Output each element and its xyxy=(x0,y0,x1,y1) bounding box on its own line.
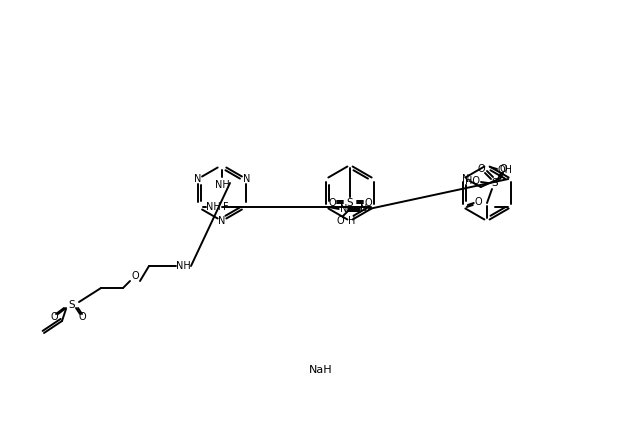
Text: HO: HO xyxy=(465,176,480,186)
Text: O: O xyxy=(364,198,372,208)
Text: O: O xyxy=(328,198,336,208)
Text: NH: NH xyxy=(206,202,221,212)
Text: NH: NH xyxy=(176,261,191,271)
Text: N: N xyxy=(218,216,226,226)
Text: NH: NH xyxy=(214,180,229,190)
Text: O: O xyxy=(499,164,507,174)
Text: H: H xyxy=(349,216,356,226)
Text: S: S xyxy=(492,178,498,188)
Text: N: N xyxy=(462,174,469,184)
Text: O: O xyxy=(50,312,58,322)
Text: O: O xyxy=(477,164,485,174)
Text: N: N xyxy=(340,204,347,214)
Text: O: O xyxy=(475,197,483,207)
Text: S: S xyxy=(69,300,75,310)
Text: O: O xyxy=(131,271,139,281)
Text: OH: OH xyxy=(498,165,512,175)
Text: O: O xyxy=(336,216,344,226)
Text: N: N xyxy=(194,174,202,184)
Text: O: O xyxy=(78,312,86,322)
Text: NaH: NaH xyxy=(309,365,333,375)
Text: N: N xyxy=(243,174,250,184)
Text: F: F xyxy=(223,202,229,212)
Text: S: S xyxy=(347,198,353,208)
Text: N: N xyxy=(360,204,367,214)
